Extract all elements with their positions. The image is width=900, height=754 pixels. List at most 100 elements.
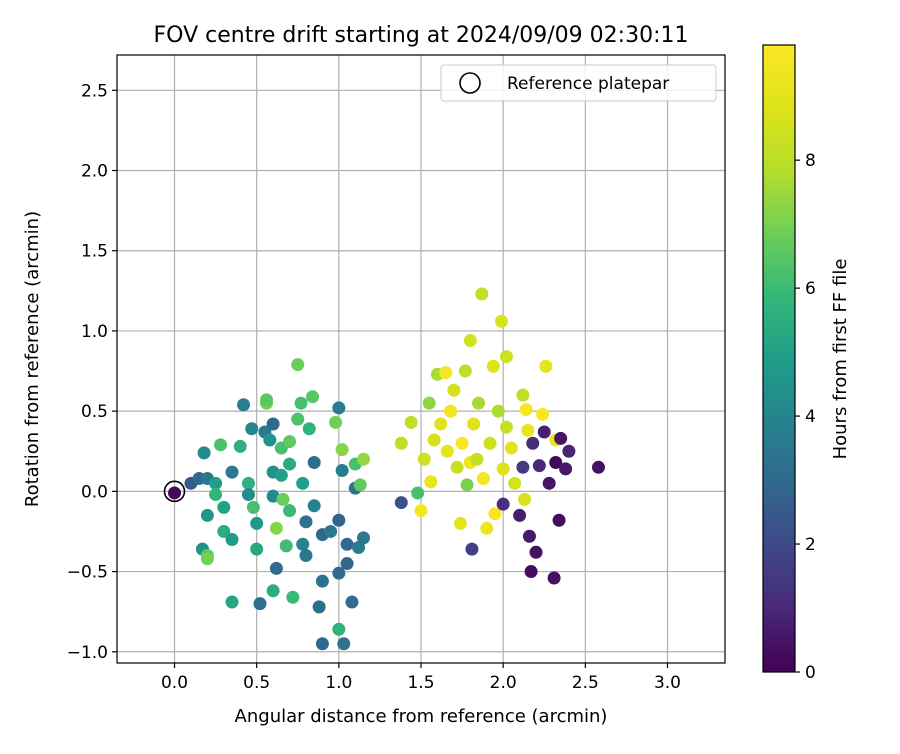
reference-marker-layer — [163, 480, 186, 503]
data-point — [306, 390, 320, 404]
data-point — [345, 595, 359, 609]
y-tick-label: 1.0 — [81, 322, 108, 342]
data-point — [414, 504, 428, 518]
data-point — [217, 500, 231, 514]
data-point — [217, 524, 231, 538]
data-point — [447, 383, 461, 397]
data-point — [245, 422, 259, 436]
data-point — [440, 444, 454, 458]
data-point — [427, 433, 441, 447]
data-point — [279, 539, 293, 553]
data-point — [353, 478, 367, 492]
data-point — [486, 359, 500, 373]
y-axis: −1.0 −0.5 0.0 0.5 1.0 1.5 2.0 2.5 — [67, 81, 117, 663]
colorbar-label: Hours from first FF file — [830, 259, 851, 460]
data-point — [542, 476, 556, 490]
data-point — [266, 584, 280, 598]
data-point — [483, 436, 497, 450]
data-point — [246, 500, 260, 514]
data-point — [296, 537, 310, 551]
data-point — [200, 552, 214, 566]
data-point — [269, 561, 283, 575]
x-tick-label: 3.0 — [654, 673, 681, 693]
scatter-points — [168, 287, 605, 651]
colorbar-tick-label: 4 — [805, 407, 816, 427]
data-point — [302, 422, 316, 436]
data-point — [516, 460, 530, 474]
data-point — [458, 364, 472, 378]
data-point — [522, 529, 536, 543]
data-point — [554, 431, 568, 445]
data-point — [253, 597, 267, 611]
data-point — [529, 545, 543, 559]
data-point — [463, 334, 477, 348]
colorbar-ticks: 0 2 4 6 8 — [795, 151, 816, 683]
data-point — [394, 496, 408, 510]
data-point — [250, 516, 264, 530]
y-tick-label: 1.5 — [81, 242, 108, 262]
y-tick-label: 2.0 — [81, 162, 108, 182]
data-point — [470, 452, 484, 466]
y-tick-label: 0.0 — [81, 482, 108, 502]
data-point — [518, 492, 532, 506]
data-point — [476, 472, 490, 486]
data-point — [519, 403, 533, 417]
x-tick-label: 1.0 — [325, 673, 352, 693]
data-point — [475, 287, 489, 301]
data-point — [356, 452, 370, 466]
data-point — [444, 404, 458, 418]
data-point — [559, 462, 573, 476]
legend-label: Reference platepar — [507, 74, 669, 94]
data-point — [233, 439, 247, 453]
data-point — [591, 460, 605, 474]
data-point — [337, 637, 351, 651]
data-point — [197, 446, 211, 460]
x-tick-label: 0.5 — [243, 673, 270, 693]
data-point — [422, 396, 436, 410]
legend: Reference platepar — [440, 64, 717, 102]
y-axis-label: Rotation from reference (arcmin) — [22, 211, 43, 507]
chart-title: FOV centre drift starting at 2024/09/09 … — [154, 23, 689, 48]
data-point — [472, 396, 486, 410]
data-point — [209, 488, 223, 502]
data-point — [404, 415, 418, 429]
data-point — [241, 488, 255, 502]
data-point — [237, 398, 251, 412]
data-point — [460, 478, 474, 492]
data-point — [250, 542, 264, 556]
data-point — [499, 420, 513, 434]
data-point — [274, 468, 288, 482]
data-point — [480, 521, 494, 535]
x-axis: 0.0 0.5 1.0 1.5 2.0 2.5 3.0 — [161, 663, 681, 693]
data-point — [332, 401, 346, 415]
data-point — [496, 497, 510, 511]
data-point — [312, 600, 326, 614]
colorbar-tick-label: 8 — [805, 151, 816, 171]
y-tick-label: 0.5 — [81, 402, 108, 422]
data-point — [488, 507, 502, 521]
data-point — [411, 486, 425, 500]
data-point — [450, 460, 464, 474]
data-point — [296, 476, 310, 490]
data-point — [424, 475, 438, 489]
data-point — [549, 455, 563, 469]
data-point — [508, 476, 522, 490]
data-point — [455, 436, 469, 450]
data-point — [521, 423, 535, 437]
data-point — [539, 359, 553, 373]
data-point — [499, 350, 513, 364]
reference-platepar-marker — [163, 480, 186, 503]
data-point — [340, 557, 354, 571]
y-tick-label: 2.5 — [81, 81, 108, 101]
data-point — [491, 404, 505, 418]
data-point — [352, 540, 366, 554]
x-tick-label: 2.5 — [572, 673, 599, 693]
y-tick-label: −0.5 — [67, 563, 108, 583]
colorbar-tick-label: 6 — [805, 279, 816, 299]
colorbar-tick-label: 2 — [805, 535, 816, 555]
legend-marker-open-circle — [459, 72, 481, 94]
data-point — [537, 425, 551, 439]
data-point — [536, 407, 550, 421]
data-point — [214, 438, 228, 452]
